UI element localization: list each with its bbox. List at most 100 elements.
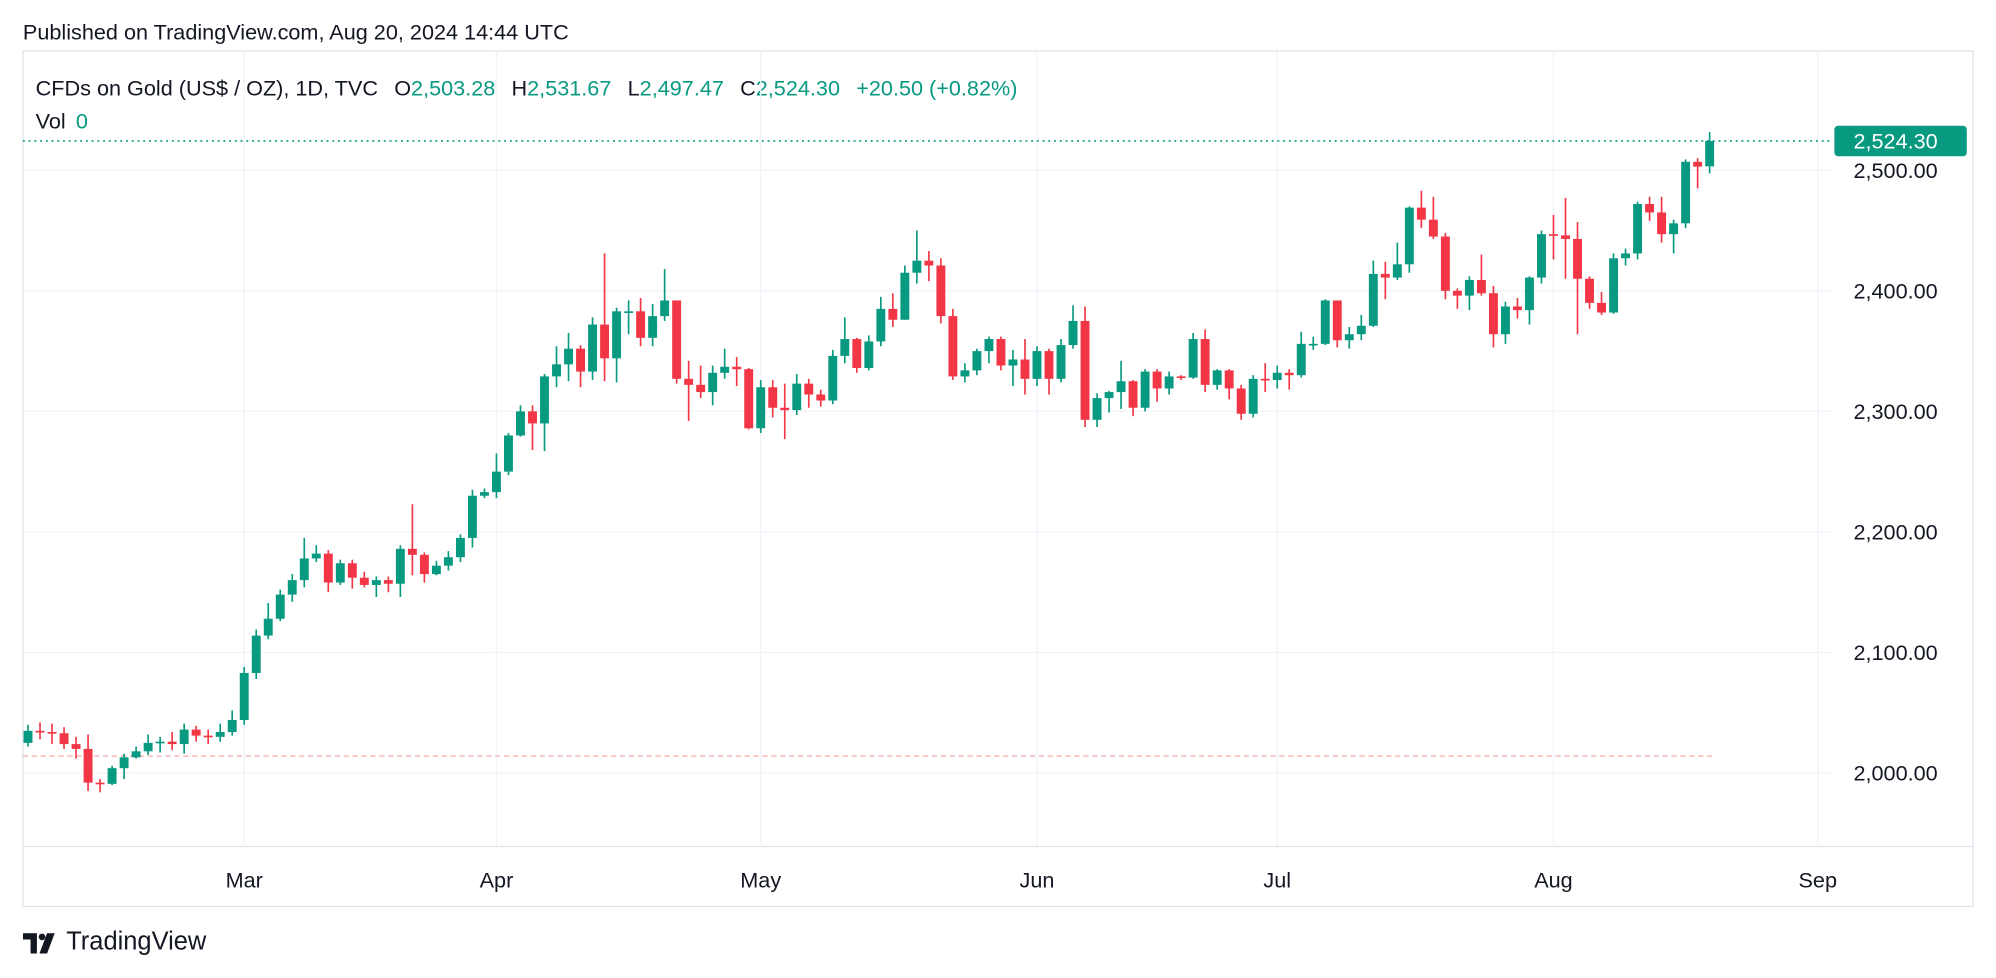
candle (924, 251, 934, 282)
candle (552, 346, 561, 388)
candle-body (1380, 273, 1390, 278)
candle-body (311, 553, 321, 559)
candle (1284, 369, 1294, 390)
candle (227, 710, 237, 736)
candle (768, 380, 778, 418)
candle (492, 453, 501, 499)
candle (1308, 336, 1318, 350)
candle-body (1260, 378, 1270, 381)
candle (143, 734, 153, 755)
candle-body (600, 324, 610, 359)
candle (59, 727, 69, 749)
last-price-badge (1834, 125, 1967, 157)
candle (840, 317, 850, 364)
candle (1008, 349, 1018, 387)
candle-body (948, 316, 958, 377)
candle (1440, 232, 1450, 300)
y-tick-label: 2,200.00 (1853, 520, 1937, 545)
candle (131, 746, 141, 759)
symbol-title: CFDs on Gold (US$ / OZ), 1D, TVC (35, 76, 378, 101)
candle (95, 779, 105, 793)
candle (936, 258, 946, 324)
candle (215, 723, 225, 742)
candle-body (732, 366, 742, 370)
candle-body (251, 635, 261, 673)
candle (1645, 196, 1655, 221)
candle-body (1284, 372, 1294, 376)
volume-legend: Vol 0 (36, 109, 88, 134)
candle (119, 753, 129, 780)
candle (576, 345, 585, 388)
candle-body (299, 558, 309, 581)
candle-body (1693, 161, 1703, 167)
candle (900, 265, 910, 320)
candle-body (167, 741, 177, 745)
candle-body (936, 265, 946, 317)
candle (239, 666, 249, 725)
candle-body (347, 563, 357, 578)
candle-body (1188, 339, 1198, 378)
candle-body (1308, 343, 1318, 346)
tradingview-logo-icon (22, 932, 55, 953)
candle (1224, 369, 1234, 400)
candle-body (852, 339, 862, 368)
candle-body (1681, 161, 1691, 224)
candle (972, 348, 982, 376)
candle-body (660, 300, 670, 317)
candle-body (59, 733, 69, 745)
candle (1164, 371, 1174, 395)
logo-text: TradingView (66, 928, 207, 957)
candle-body (1404, 207, 1414, 265)
candle-body (1008, 359, 1018, 366)
candle (1705, 132, 1715, 174)
candle-body (696, 384, 706, 393)
candle (1537, 230, 1546, 284)
candle-body (395, 548, 405, 584)
candle-body (1500, 306, 1510, 335)
candle-body (1645, 204, 1655, 213)
candle-body (1488, 293, 1498, 335)
candle-body (1140, 371, 1150, 408)
candle (263, 603, 273, 640)
candle-body (1416, 207, 1426, 220)
candle (1512, 298, 1522, 319)
candle (960, 363, 970, 383)
candle (1464, 276, 1474, 311)
candle (251, 629, 261, 679)
candle (107, 765, 117, 786)
candle (612, 307, 622, 383)
x-tick-label: Sep (1799, 867, 1837, 892)
low-value: 2,497.47 (639, 76, 724, 101)
candle-body (419, 554, 429, 575)
candle-body (1296, 343, 1306, 376)
candle-body (708, 372, 718, 393)
candle-body (47, 732, 57, 734)
candle (1152, 369, 1162, 402)
candle-body (636, 311, 646, 338)
candle-body (143, 742, 153, 752)
candle (1068, 305, 1078, 349)
published-caption: Published on TradingView.com, Aug 20, 20… (22, 20, 569, 45)
candle-body (876, 308, 886, 342)
candle (1212, 369, 1222, 390)
candle (47, 723, 57, 745)
candle-body (1344, 334, 1354, 341)
candle (1380, 261, 1390, 300)
candle (504, 433, 513, 476)
candle (684, 360, 694, 422)
candle-body (287, 580, 297, 595)
high-value: 2,531.67 (527, 76, 612, 101)
candle (167, 732, 177, 751)
candle-body (383, 580, 393, 584)
candle-body (203, 735, 213, 738)
candle-body (407, 548, 417, 555)
candle (984, 336, 994, 364)
close-label: C (740, 76, 756, 101)
candle (948, 308, 958, 381)
candle-body (191, 729, 201, 736)
candle (600, 253, 610, 382)
candle-body (1440, 236, 1450, 291)
candle (1116, 360, 1126, 409)
candle (708, 365, 718, 406)
